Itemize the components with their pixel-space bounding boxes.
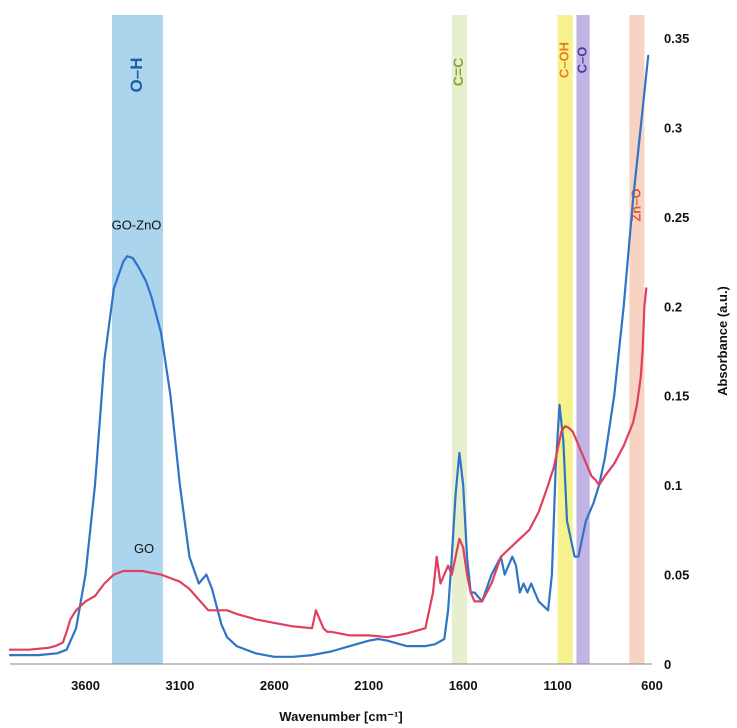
band-label-2: C–OH <box>557 42 572 78</box>
band-2 <box>557 15 573 664</box>
band-3 <box>576 15 590 664</box>
series-lines: GO-ZnO GO <box>8 54 650 658</box>
band-4 <box>629 15 645 664</box>
band-label-1: C=C <box>450 58 466 86</box>
y-tick-label: 0.3 <box>664 120 682 135</box>
x-tick-label: 3600 <box>71 678 100 693</box>
series-line-go-zno <box>8 54 650 658</box>
y-tick-label: 0.05 <box>664 568 689 583</box>
y-tick-label: 0.15 <box>664 389 689 404</box>
series-line-go <box>8 287 648 651</box>
band-label-0: O–H <box>127 58 146 93</box>
y-tick-label: 0 <box>664 657 671 672</box>
x-tick-label: 600 <box>641 678 663 693</box>
x-axis-title: Wavenumber [cm⁻¹] <box>279 709 402 724</box>
x-tick-label: 1600 <box>449 678 478 693</box>
x-tick-label: 2100 <box>354 678 383 693</box>
band-label-3: C–O <box>575 47 590 74</box>
series-label-go-zno: GO-ZnO <box>112 217 162 232</box>
y-tick-label: 0.25 <box>664 210 689 225</box>
band-0 <box>111 15 163 664</box>
band-highlights: O–H C=C C–OH C–OZn–O <box>111 15 645 664</box>
y-tick-label: 0.2 <box>664 299 682 314</box>
y-tick-label: 0.35 <box>664 31 689 46</box>
y-tick-label: 0.1 <box>664 478 682 493</box>
x-tick-label: 2600 <box>260 678 289 693</box>
x-tick-label: 1100 <box>543 678 571 693</box>
series-label-go: GO <box>134 541 154 556</box>
y-axis-title: Absorbance (a.u.) <box>715 286 730 396</box>
x-tick-label: 3100 <box>165 678 194 693</box>
